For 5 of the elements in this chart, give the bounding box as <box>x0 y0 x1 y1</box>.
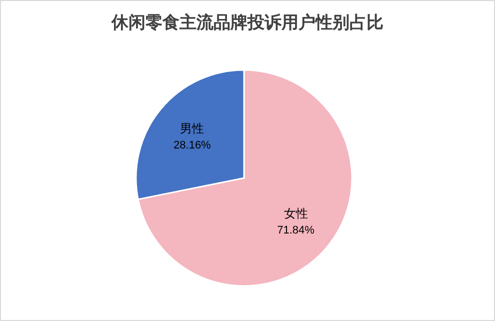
slice-label: 女性 <box>284 206 308 220</box>
chart-title: 休闲零食主流品牌投诉用户性别占比 <box>110 13 384 32</box>
data-label: 28.16% <box>174 140 212 152</box>
slice-label: 男性 <box>180 122 204 136</box>
data-label: 71.84% <box>277 224 315 236</box>
